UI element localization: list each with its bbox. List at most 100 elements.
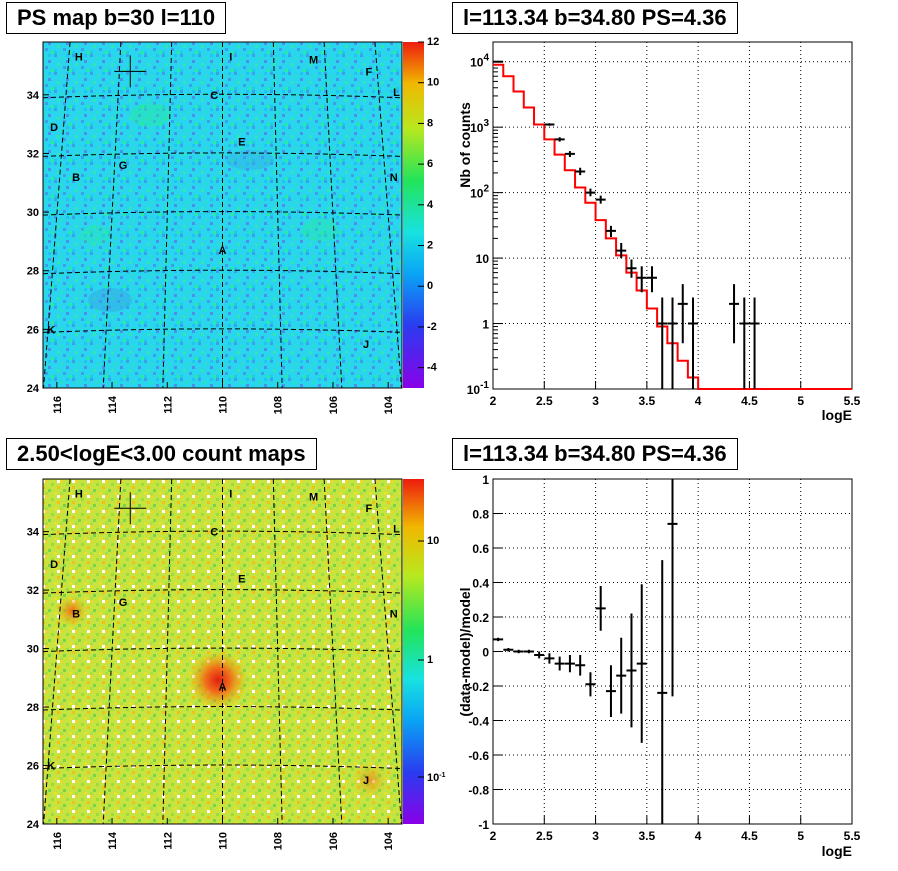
y-axis-label: Nb of counts [457, 102, 473, 188]
x-tick-label: 108 [273, 396, 285, 414]
y-tick-label: 1 [482, 473, 489, 487]
count-map-title: 2.50<logE<3.00 count maps [6, 438, 317, 470]
data-point [739, 297, 750, 389]
x-tick-label: 5.5 [844, 829, 861, 843]
residual-point [503, 648, 514, 652]
data-point [657, 297, 668, 389]
data-point [749, 297, 760, 389]
grid-line [374, 478, 402, 825]
y-tick-label: 104 [470, 53, 489, 70]
y-tick-label: -0.6 [468, 749, 489, 763]
source-label: C [210, 90, 218, 102]
y-tick-label: 30 [27, 644, 39, 656]
data-point [646, 266, 657, 293]
x-tick-label: 5.5 [844, 394, 861, 408]
spectrum-title: l=113.34 b=34.80 PS=4.36 [452, 2, 738, 34]
x-tick-label: 116 [52, 832, 64, 850]
ps-map-title: PS map b=30 l=110 [6, 2, 227, 34]
colorbar-tick-label: 10 [427, 77, 439, 89]
x-tick-label: 2 [490, 829, 497, 843]
y-tick-label: 0.8 [472, 508, 489, 522]
y-tick-label: 34 [27, 90, 40, 102]
source-label: J [363, 775, 369, 787]
data-point [554, 137, 565, 142]
x-tick-label: 2.5 [536, 829, 553, 843]
grid-line [323, 478, 343, 825]
residual-point [585, 672, 596, 697]
grid-line [162, 41, 173, 389]
grid-line [102, 478, 122, 825]
grid-line [162, 478, 173, 825]
grid-line [42, 589, 403, 594]
grid-line [43, 41, 71, 389]
data-point [636, 266, 647, 293]
residual-point [513, 649, 524, 654]
grid-line [272, 41, 283, 389]
colorbar-tick-label: 0 [427, 280, 433, 292]
count-map-sources [56, 595, 388, 798]
data-point [605, 225, 616, 237]
x-tick-label: 106 [328, 396, 340, 414]
position-marker [114, 55, 147, 88]
residual-point [564, 654, 575, 673]
y-tick-label: 26 [27, 324, 39, 336]
ps-map-grid [42, 41, 403, 389]
x-tick-label: 4 [695, 394, 702, 408]
source-label: F [365, 66, 372, 78]
x-tick-label: 3.5 [639, 394, 656, 408]
residual-point [657, 560, 668, 824]
source-label: J [363, 339, 369, 351]
grid-line [42, 328, 403, 333]
x-tick-label: 114 [107, 831, 119, 850]
ps-map-colorbar [403, 42, 424, 388]
data-point [616, 242, 627, 259]
residual-point [595, 585, 606, 631]
data-point [667, 297, 678, 389]
grid-line [374, 41, 402, 389]
colorbar-tick-label: 10 [427, 535, 439, 547]
ps-map-blobs [79, 103, 338, 312]
source-label: E [238, 573, 245, 585]
residual-point [544, 653, 555, 664]
grid-line [42, 152, 403, 157]
colorbar-tick-label: 1 [427, 654, 433, 666]
y-tick-label: 0.2 [472, 611, 489, 625]
colorbar-tick-label: 6 [427, 158, 433, 170]
y-tick-label: 26 [27, 761, 39, 773]
y-axis-label: (data-model)/model [457, 587, 473, 716]
residual-point [636, 584, 647, 743]
colorbar-tick-label: -2 [427, 321, 437, 333]
data-point [575, 167, 586, 176]
source-label: A [219, 245, 227, 257]
x-tick-label: 110 [218, 832, 230, 850]
x-tick-label: 4.5 [741, 829, 758, 843]
source-label: G [119, 597, 128, 609]
source-label: N [390, 608, 398, 620]
data-point [677, 284, 688, 344]
x-tick-label: 2 [490, 394, 497, 408]
source-label: I [229, 52, 232, 64]
x-tick-label: 4.5 [741, 394, 758, 408]
x-tick-label: 108 [273, 832, 285, 850]
source-label: F [365, 503, 372, 515]
y-tick-label: 32 [27, 148, 39, 160]
data-point [595, 195, 606, 204]
source-label: M [309, 492, 318, 504]
residual-point [616, 637, 627, 714]
y-tick-label: -0.4 [468, 715, 489, 729]
source-label: D [50, 122, 58, 134]
source-label: B [72, 608, 80, 620]
source-label: K [47, 324, 55, 336]
y-tick-label: 1 [482, 318, 489, 332]
residual-point [534, 651, 545, 659]
x-tick-label: 5 [797, 829, 804, 843]
x-tick-label: 3.5 [639, 829, 656, 843]
y-tick-label: 10 [476, 252, 490, 266]
y-tick-label: 34 [27, 527, 40, 539]
x-tick-label: 104 [383, 831, 395, 850]
source-label: B [72, 172, 80, 184]
x-tick-label: 112 [162, 396, 174, 414]
colorbar-tick-label: 12 [427, 36, 439, 48]
y-tick-label: 24 [27, 383, 40, 395]
